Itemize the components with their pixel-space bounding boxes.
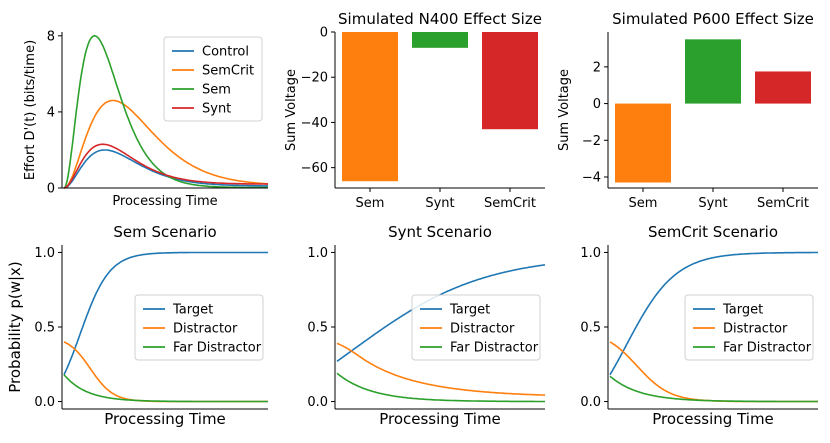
y-tick-label: −4: [582, 170, 601, 185]
series-line-semcrit: [63, 99, 269, 189]
chart-title: Sem Scenario: [113, 223, 216, 241]
y-tick-label: 0.5: [34, 321, 55, 336]
y-tick-label: 0.0: [34, 395, 55, 410]
x-tick-label: Synt: [425, 196, 454, 211]
series-line-distractor: [336, 342, 545, 396]
legend-box: [163, 36, 263, 122]
y-tick-label: 0: [320, 26, 328, 41]
series-line-target: [609, 251, 818, 376]
series-line-synt: [63, 143, 268, 189]
y-axis-label: Sum Voltage: [557, 69, 572, 151]
legend: Target Distractor Far Distractor: [684, 294, 814, 361]
x-tick-label: Sem: [356, 196, 385, 211]
legend-label: Synt: [202, 102, 231, 117]
bar-semcrit: [755, 71, 811, 104]
bar-sem: [342, 32, 398, 182]
chart-title: SemCrit Scenario: [648, 223, 778, 241]
legend-label: Far Distractor: [723, 341, 812, 356]
legend-label: Far Distractor: [173, 341, 262, 356]
series-line-far-distractor: [336, 372, 545, 403]
bar-synt: [685, 39, 741, 104]
legend-label: Far Distractor: [450, 341, 539, 356]
y-axis-label: Effort D'(t) (bits/time): [23, 40, 38, 180]
legend-label: Distractor: [450, 322, 515, 337]
chart-title: Simulated N400 Effect Size: [338, 10, 542, 28]
x-axis-label: Processing Time: [379, 410, 501, 428]
legend-label: Control: [202, 45, 249, 60]
x-tick-label: Synt: [698, 196, 727, 211]
legend-box: [134, 294, 264, 361]
y-tick-label: −20: [301, 71, 328, 86]
legend-label: Target: [722, 303, 763, 318]
legend: Control SemCrit Sem Synt: [163, 36, 263, 122]
y-tick-label: 0: [593, 97, 601, 112]
x-tick-label: SemCrit: [757, 196, 809, 211]
panel-3: Simulated P600 Effect Size Sem Synt SemCrit…: [557, 10, 818, 211]
y-tick-label: 0.0: [307, 395, 328, 410]
bar-sem: [615, 103, 671, 183]
y-tick-label: 4: [47, 105, 55, 120]
legend: Target Distractor Far Distractor: [134, 294, 264, 361]
y-tick-label: 8: [47, 29, 55, 44]
panel-4: Sem Scenario 0.0 0.5 1.0 Probability p(w|x) P…: [6, 223, 268, 428]
panel-2: Simulated N400 Effect Size Sem Synt SemCrit…: [284, 10, 545, 211]
x-tick-label: SemCrit: [484, 196, 536, 211]
y-tick-label: −2: [582, 134, 601, 149]
series-line-far-distractor: [63, 374, 268, 403]
panel-5: Synt Scenario 0.0 0.5 1.0 Processing Time Tar…: [307, 223, 546, 428]
y-tick-label: −40: [301, 116, 328, 131]
bar-semcrit: [482, 32, 538, 130]
y-tick-label: 0.5: [580, 321, 601, 336]
x-axis-label: Processing Time: [112, 194, 217, 209]
y-axis-label: Probability p(w|x): [6, 261, 24, 392]
legend-label: Sem: [202, 83, 231, 98]
y-tick-label: 2: [593, 60, 601, 75]
series-line-target: [63, 251, 268, 376]
legend-label: Target: [172, 303, 213, 318]
legend-label: Target: [449, 303, 490, 318]
panel-6: SemCrit Scenario 0.0 0.5 1.0 Processing Time…: [580, 223, 818, 428]
chart-title: Simulated P600 Effect Size: [612, 10, 814, 28]
series-line-control: [63, 149, 268, 189]
chart-title: Synt Scenario: [388, 223, 492, 241]
legend-label: Distractor: [173, 322, 238, 337]
y-axis-label: Sum Voltage: [284, 69, 299, 151]
legend-box: [684, 294, 814, 361]
legend-label: SemCrit: [202, 64, 254, 79]
y-tick-label: 1.0: [34, 246, 55, 261]
y-tick-label: 1.0: [580, 246, 601, 261]
panel-1: 0 4 8 Effort D'(t) (bits/time) Processing Ti…: [23, 29, 269, 209]
y-tick-label: 0.0: [580, 395, 601, 410]
legend-label: Distractor: [723, 322, 788, 337]
series-line-far-distractor: [609, 375, 818, 403]
y-tick-label: 0.5: [307, 321, 328, 336]
legend: Target Distractor Far Distractor: [411, 294, 541, 361]
legend-box: [411, 294, 541, 361]
x-axis-label: Processing Time: [652, 410, 774, 428]
y-tick-label: −60: [301, 161, 328, 176]
series-line-target: [336, 264, 546, 362]
bar-synt: [412, 32, 468, 48]
y-tick-label: 1.0: [307, 246, 328, 261]
x-axis-label: Processing Time: [104, 410, 226, 428]
x-tick-label: Sem: [629, 196, 658, 211]
y-tick-label: 0: [47, 182, 55, 197]
